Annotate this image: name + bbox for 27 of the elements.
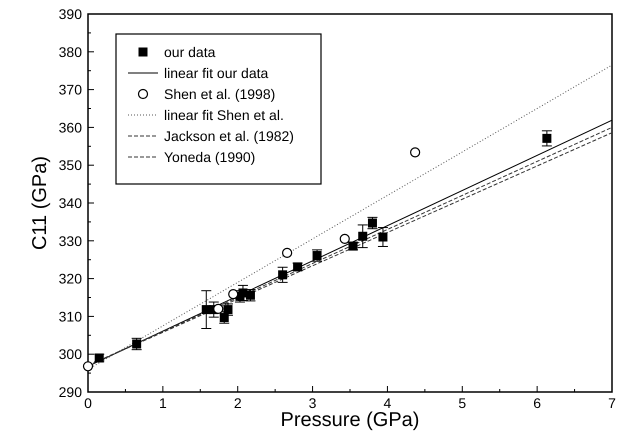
legend-label: Jackson et al. (1982)	[164, 128, 294, 144]
legend-label: Yoneda (1990)	[164, 149, 256, 165]
y-tick-label: 340	[58, 195, 82, 211]
y-tick-label: 360	[58, 119, 82, 136]
y-axis-title: C11 (GPa)	[29, 156, 51, 250]
y-tick-label: 300	[58, 346, 82, 362]
y-tick-label: 350	[58, 157, 82, 174]
x-tick-label: 0	[84, 395, 92, 411]
legend-label: linear fit Shen et al.	[164, 107, 284, 123]
y-tick-label: 290	[58, 384, 82, 400]
x-tick-label: 1	[158, 395, 167, 411]
y-tick-label: 310	[58, 308, 82, 324]
x-axis-title: Pressure (GPa)	[280, 409, 420, 431]
x-tick-label: 2	[234, 395, 242, 411]
legend-label: Shen et al. (1998)	[164, 86, 276, 102]
x-tick-label: 6	[533, 395, 542, 411]
x-tick-label: 5	[458, 395, 466, 411]
y-tick-label: 370	[58, 82, 82, 98]
y-tick-label: 320	[58, 270, 82, 287]
legend-label: linear fit our data	[164, 65, 268, 81]
y-tick-label: 380	[58, 44, 82, 60]
legend-label: our data	[164, 44, 216, 60]
x-tick-label: 4	[384, 395, 392, 411]
x-tick-label: 7	[608, 395, 616, 411]
y-tick-label: 390	[58, 6, 82, 22]
x-tick-label: 3	[308, 395, 317, 411]
y-tick-label: 330	[58, 232, 82, 249]
